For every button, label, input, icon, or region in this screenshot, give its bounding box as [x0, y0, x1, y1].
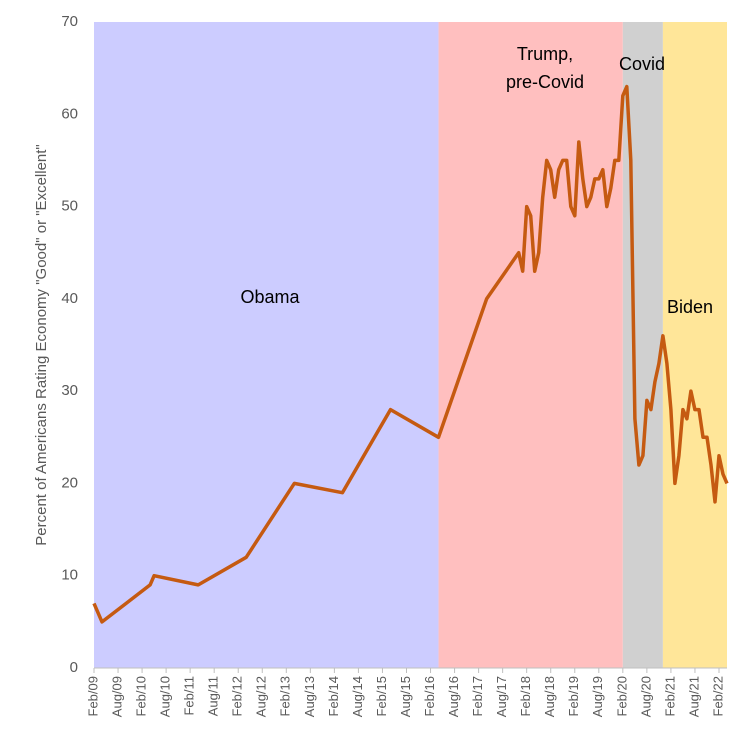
y-tick-label: 10: [61, 567, 78, 584]
x-tick-label: Aug/17: [494, 676, 509, 717]
x-tick-label: Feb/15: [374, 676, 389, 716]
x-tick-label: Aug/14: [350, 676, 365, 717]
region-label: Obama: [240, 287, 300, 307]
x-tick-label: Feb/13: [278, 676, 293, 716]
x-tick-label: Feb/20: [614, 676, 629, 716]
x-tick-label: Aug/15: [398, 676, 413, 717]
x-tick-label: Aug/16: [446, 676, 461, 717]
x-tick-label: Aug/18: [542, 676, 557, 717]
x-tick-label: Feb/14: [326, 676, 341, 716]
x-tick-label: Feb/17: [470, 676, 485, 716]
y-tick-label: 30: [61, 382, 78, 399]
x-tick-label: Feb/10: [134, 676, 149, 716]
region-label: Biden: [667, 297, 713, 317]
x-tick-label: Aug/10: [158, 676, 173, 717]
y-tick-label: 70: [61, 13, 78, 30]
y-tick-label: 50: [61, 198, 78, 215]
y-tick-label: 60: [61, 105, 78, 122]
y-tick-label: 40: [61, 290, 78, 307]
x-tick-label: Aug/12: [254, 676, 269, 717]
x-tick-label: Aug/11: [206, 676, 221, 716]
region: [438, 22, 623, 668]
x-tick-label: Feb/21: [662, 676, 677, 716]
region-label: Trump,: [517, 44, 573, 64]
y-axis-label: Percent of Americans Rating Economy "Goo…: [33, 144, 50, 545]
x-tick-label: Feb/12: [230, 676, 245, 716]
y-tick-label: 20: [61, 474, 78, 491]
region-label: Covid: [619, 54, 665, 74]
y-tick-label: 0: [70, 659, 78, 676]
x-tick-label: Aug/19: [590, 676, 605, 717]
x-tick-label: Feb/09: [85, 676, 100, 716]
x-tick-label: Aug/21: [686, 676, 701, 717]
x-tick-label: Feb/22: [710, 676, 725, 716]
x-tick-label: Aug/13: [302, 676, 317, 717]
x-tick-label: Aug/09: [109, 676, 124, 717]
x-tick-label: Feb/18: [518, 676, 533, 716]
x-tick-label: Feb/11: [182, 676, 197, 716]
data-line: [92, 84, 729, 624]
region: [94, 22, 439, 668]
x-tick-label: Aug/20: [638, 676, 653, 717]
x-tick-label: Feb/16: [422, 676, 437, 716]
x-tick-label: Feb/19: [566, 676, 581, 716]
region: [662, 22, 727, 668]
region-label: pre-Covid: [506, 72, 584, 92]
